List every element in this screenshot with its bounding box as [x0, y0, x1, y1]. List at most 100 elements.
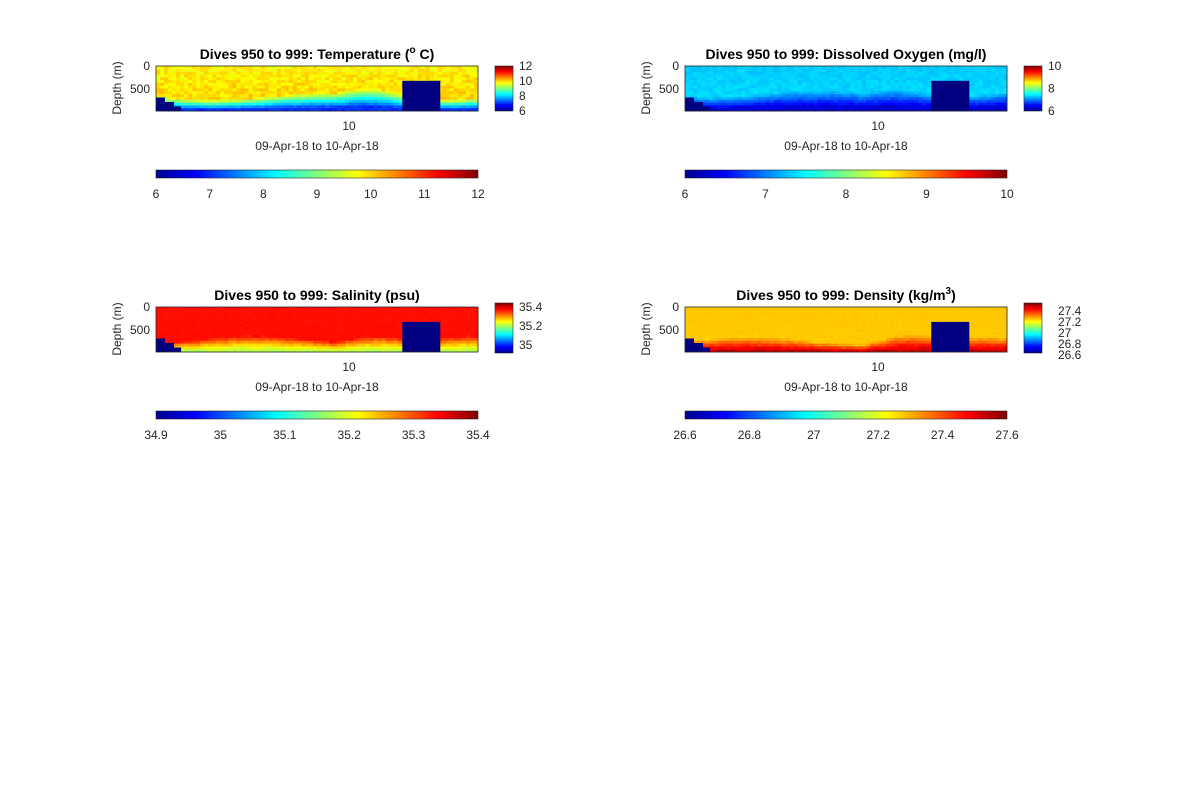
heatmap-cell: [224, 94, 229, 98]
heatmap-cell: [721, 329, 726, 333]
heatmap-cell: [809, 323, 815, 328]
heatmap-cell: [369, 323, 374, 328]
heatmap-cell: [729, 99, 734, 103]
heatmap-cell: [437, 74, 443, 78]
heatmap-cell: [846, 80, 851, 84]
heatmap-cell: [461, 66, 467, 70]
heatmap-cell: [781, 80, 787, 84]
heatmap-cell: [721, 318, 726, 322]
heatmap-cell: [381, 312, 386, 316]
heatmap-cell: [737, 108, 742, 112]
heatmap-cell: [212, 91, 217, 95]
heatmap-cell: [797, 108, 803, 112]
heatmap-cell: [449, 91, 455, 95]
heatmap-cell: [188, 349, 193, 353]
heatmap-cell: [942, 71, 948, 75]
heatmap-cell: [693, 80, 698, 84]
heatmap-cell: [906, 349, 911, 353]
heatmap-cell: [846, 94, 851, 98]
heatmap-cell: [749, 85, 754, 89]
heatmap-cell: [705, 318, 710, 322]
heatmap-cell: [934, 68, 939, 73]
heatmap-cell: [850, 346, 855, 350]
heatmap-cell: [184, 74, 189, 78]
heatmap-cell: [232, 321, 237, 325]
heatmap-cell: [369, 99, 374, 103]
heatmap-cell: [837, 77, 843, 81]
heatmap-cell: [160, 82, 165, 87]
heatmap-cell: [369, 77, 374, 81]
heatmap-cell: [685, 323, 690, 328]
heatmap-cell: [381, 105, 386, 109]
heatmap-cell: [349, 332, 354, 336]
heatmap-cell: [260, 309, 266, 314]
heatmap-cell: [797, 99, 803, 103]
heatmap-cell: [288, 318, 294, 322]
heatmap-cell: [288, 74, 294, 78]
heatmap-cell: [256, 77, 262, 81]
heatmap-cell: [878, 332, 883, 336]
heatmap-cell: [918, 102, 923, 106]
heatmap-cell: [777, 340, 783, 344]
heatmap-cell: [833, 318, 839, 322]
heatmap-cell: [208, 332, 213, 336]
heatmap-cell: [850, 77, 855, 81]
heatmap-cell: [357, 71, 362, 75]
heatmap-cell: [260, 91, 266, 95]
heatmap-cell: [337, 82, 342, 87]
heatmap-cell: [312, 307, 318, 311]
heatmap-cell: [737, 349, 742, 353]
heatmap-cell: [385, 318, 390, 322]
heatmap-cell: [882, 318, 887, 322]
heatmap-cell: [417, 66, 423, 70]
heatmap-cell: [902, 349, 907, 353]
heatmap-cell: [854, 80, 859, 84]
heatmap-cell: [200, 323, 205, 328]
heatmap-cell: [260, 99, 266, 103]
heatmap-cell: [910, 307, 915, 311]
heatmap-cell: [341, 80, 346, 84]
heatmap-cell: [292, 105, 298, 109]
heatmap-cell: [308, 108, 314, 112]
heatmap-cell: [409, 318, 415, 322]
heatmap-cell: [894, 94, 899, 98]
heatmap-cell: [717, 332, 722, 336]
heatmap-cell: [721, 68, 726, 73]
heatmap-cell: [809, 326, 815, 330]
heatmap-cell: [453, 332, 459, 336]
heatmap-cell: [353, 321, 358, 325]
heatmap-cell: [765, 329, 770, 333]
heatmap-cell: [220, 94, 225, 98]
y-tick-label: 500: [130, 323, 150, 337]
heatmap-cell: [321, 326, 326, 330]
heatmap-cell: [773, 309, 778, 314]
heatmap-cell: [817, 85, 823, 89]
heatmap-cell: [276, 349, 282, 353]
heatmap-cell: [846, 66, 851, 70]
heatmap-cell: [737, 94, 742, 98]
heatmap-cell: [886, 82, 891, 87]
heatmap-cell: [465, 343, 471, 347]
heatmap-cell: [260, 312, 266, 316]
heatmap-cell: [220, 323, 225, 328]
heatmap-cell: [365, 337, 370, 342]
heatmap-cell: [753, 77, 758, 81]
heatmap-cell: [733, 66, 738, 70]
heatmap-cell: [709, 88, 714, 92]
heatmap-cell: [801, 77, 807, 81]
heatmap-cell: [377, 321, 382, 325]
heatmap-cell: [244, 80, 249, 84]
heatmap-cell: [801, 340, 807, 344]
heatmap-cell: [441, 80, 447, 84]
heatmap-cell: [449, 323, 455, 328]
heatmap-cell: [934, 77, 939, 81]
heatmap-cell: [453, 102, 459, 106]
heatmap-cell: [469, 94, 475, 98]
heatmap-cell: [821, 309, 827, 314]
heatmap-cell: [389, 94, 394, 98]
heatmap-cell: [821, 329, 827, 333]
heatmap-cell: [280, 102, 286, 106]
heatmap-cell: [292, 108, 298, 112]
heatmap-cell: [333, 74, 338, 78]
heatmap-cell: [377, 108, 382, 112]
